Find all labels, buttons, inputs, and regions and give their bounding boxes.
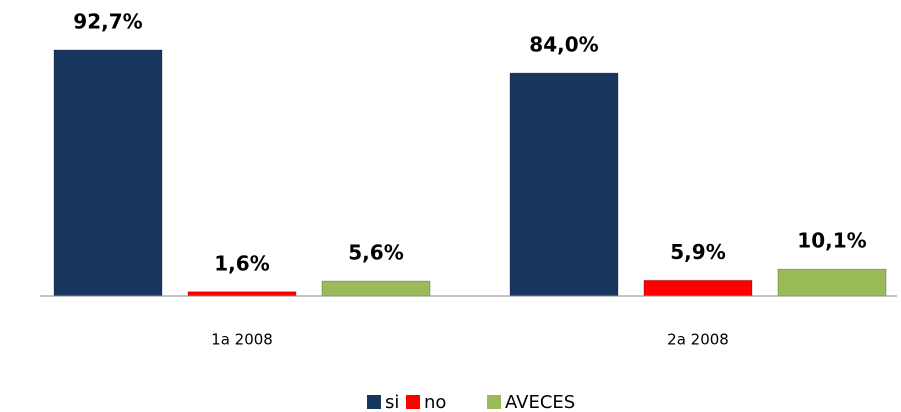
- legend-swatch: [406, 395, 420, 409]
- x-tick-label: 2a 2008: [667, 331, 729, 349]
- value-label: 10,1%: [797, 229, 866, 253]
- value-label: 1,6%: [214, 251, 269, 275]
- value-label: 5,9%: [670, 240, 725, 264]
- legend-swatch: [367, 395, 381, 409]
- bar: [187, 291, 297, 297]
- value-label: 5,6%: [348, 241, 403, 265]
- bar: [321, 280, 431, 297]
- legend-label: AVECES: [505, 392, 575, 412]
- value-label: 84,0%: [529, 33, 598, 57]
- bar: [777, 268, 887, 297]
- legend-swatch: [487, 395, 501, 409]
- x-tick-label: 1a 2008: [211, 331, 273, 349]
- bar: [509, 72, 619, 297]
- value-label: 92,7%: [73, 10, 142, 34]
- legend-label: no: [424, 392, 446, 412]
- bar: [643, 279, 753, 297]
- legend-label: si: [385, 392, 399, 412]
- bar: [53, 49, 163, 297]
